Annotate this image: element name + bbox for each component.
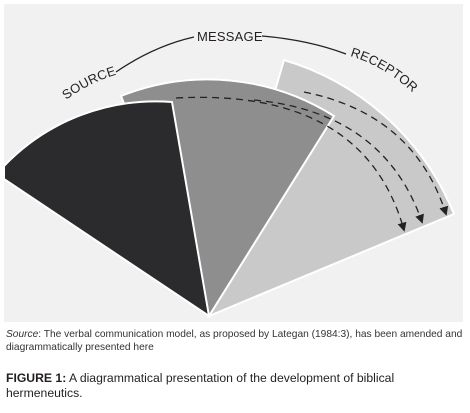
receptor-label: RECEPTOR xyxy=(349,45,421,96)
dashed-arrow-outer xyxy=(303,91,449,216)
figure-frame: SOURCE MESSAGE RECEPTOR xyxy=(4,4,463,322)
message-label: MESSAGE xyxy=(197,29,263,44)
message-arc xyxy=(115,36,195,73)
figure-caption-text: A diagrammatical presentation of the dev… xyxy=(6,371,395,400)
source-label-text: SOURCE xyxy=(59,63,117,102)
source-note-label: Source xyxy=(6,329,39,340)
source-wedge xyxy=(4,100,211,319)
message-arc-right xyxy=(261,35,347,55)
dashed-arrow-middle xyxy=(253,99,424,224)
figure-caption-label: FIGURE 1: xyxy=(6,371,67,385)
source-note-text: : The verbal communication model, as pro… xyxy=(6,329,463,353)
source-note: Source: The verbal communication model, … xyxy=(6,328,464,354)
receptor-label-text: RECEPTOR xyxy=(349,45,421,96)
source-label: SOURCE xyxy=(59,63,117,102)
communication-model-diagram: SOURCE MESSAGE RECEPTOR xyxy=(4,29,456,319)
figure-caption: FIGURE 1: A diagrammatical presentation … xyxy=(6,371,464,401)
